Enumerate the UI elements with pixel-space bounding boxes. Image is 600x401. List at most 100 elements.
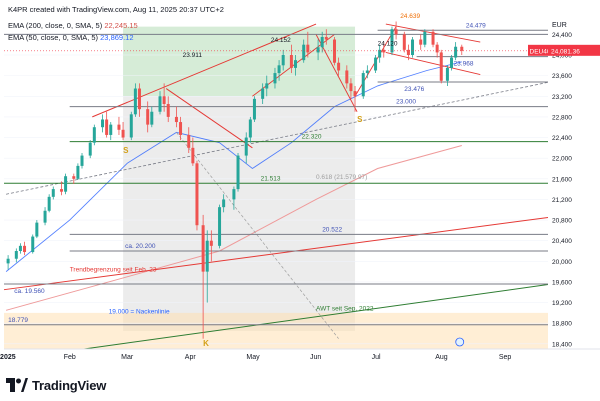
candle-body bbox=[261, 88, 265, 99]
price-axis-tick: 19,200 bbox=[552, 300, 572, 307]
trend-line-red-upper bbox=[92, 23, 317, 118]
candle-body bbox=[382, 49, 386, 53]
candle-body bbox=[248, 119, 252, 138]
price-axis-tick: 24,400 bbox=[552, 32, 572, 39]
tradingview-brand[interactable]: TradingView bbox=[6, 377, 106, 393]
ema50-legend-label: EMA (50, close, 0, SMA, 5) bbox=[8, 33, 99, 42]
candle-body bbox=[222, 199, 226, 208]
price-axis-tick: 21,200 bbox=[552, 197, 572, 204]
candle-body bbox=[390, 29, 394, 53]
candle-body bbox=[205, 240, 209, 272]
time-axis-tick: Apr bbox=[185, 354, 197, 361]
time-axis-tick: Jun bbox=[310, 354, 321, 361]
price-axis-tick: 20,400 bbox=[552, 238, 572, 245]
price-axis-tick: 18,400 bbox=[552, 341, 572, 348]
candle-body bbox=[18, 245, 22, 251]
level-label: 21.513 bbox=[261, 175, 281, 182]
price-axis-tick: 23,200 bbox=[552, 94, 572, 101]
candle-body bbox=[316, 47, 320, 53]
candle-body bbox=[121, 129, 125, 138]
ema50-legend-value: 23,869.12 bbox=[100, 33, 134, 42]
candle-body bbox=[294, 60, 298, 68]
candle-body bbox=[345, 70, 349, 84]
trend-line-red-bottom bbox=[385, 51, 481, 76]
time-axis-tick: Feb bbox=[64, 354, 76, 361]
candle-body bbox=[92, 127, 96, 143]
price-axis-bg bbox=[548, 0, 600, 349]
candle-body bbox=[236, 155, 240, 190]
level-label: 20.522 bbox=[322, 226, 342, 233]
time-axis-tick: Aug bbox=[435, 354, 448, 361]
price-axis-tick: 22,000 bbox=[552, 156, 572, 163]
candle-body bbox=[365, 70, 369, 74]
level-label: 23.476 bbox=[404, 86, 424, 93]
candle-body bbox=[31, 236, 35, 253]
price-axis-tick: 23,600 bbox=[552, 73, 572, 80]
ema200-legend-label: EMA (200, close, 0, SMA, 5) bbox=[8, 21, 103, 30]
annotation-label: 24.639 bbox=[400, 13, 420, 20]
candle-body bbox=[6, 258, 10, 264]
candle-body bbox=[195, 163, 199, 226]
trend-line-green-awt bbox=[83, 284, 549, 350]
candle-body bbox=[411, 39, 415, 55]
candle-body bbox=[191, 147, 195, 164]
candle-body bbox=[302, 44, 306, 61]
time-axis-tick: 2025 bbox=[0, 354, 16, 361]
candle-body bbox=[353, 91, 357, 97]
price-axis-tick: 22,800 bbox=[552, 114, 572, 121]
candle-body bbox=[76, 165, 80, 179]
ema50-legend[interactable]: EMA (50, close, 0, SMA, 5) 23,869.12 bbox=[8, 33, 134, 42]
candle-body bbox=[187, 134, 191, 148]
candle-body bbox=[51, 189, 55, 197]
candle-body bbox=[117, 124, 121, 130]
candle-body bbox=[133, 88, 137, 115]
candle-body bbox=[244, 137, 248, 156]
candle-body bbox=[277, 65, 281, 74]
candle-body bbox=[72, 176, 76, 179]
candle-body bbox=[179, 122, 183, 135]
candle-body bbox=[320, 36, 324, 48]
ema200-legend[interactable]: EMA (200, close, 0, SMA, 5) 22,245.15 bbox=[8, 21, 138, 30]
candle-body bbox=[88, 142, 92, 156]
candle-body bbox=[232, 189, 236, 200]
candle-body bbox=[273, 73, 277, 84]
candle-body bbox=[47, 196, 51, 211]
annotation-label: 0.618 (21.579.97) bbox=[316, 174, 367, 181]
level-label: 23.000 bbox=[396, 99, 416, 106]
candle-body bbox=[419, 39, 423, 45]
annotation-label: 19.000 = Nackenlinie bbox=[109, 308, 170, 315]
tradingview-logo-icon bbox=[6, 378, 28, 392]
level-label: 23.968 bbox=[454, 61, 474, 68]
candle-body bbox=[166, 104, 170, 117]
candle-body bbox=[435, 44, 439, 53]
candle-body bbox=[333, 39, 337, 63]
candle-body bbox=[64, 176, 68, 192]
candle-body bbox=[439, 52, 443, 81]
price-axis-tick: 19,600 bbox=[552, 279, 572, 286]
created-by-line: K4PR created with TradingView.com, Aug 1… bbox=[8, 5, 224, 14]
candle-body bbox=[43, 210, 47, 223]
candle-body bbox=[394, 29, 398, 35]
price-axis-currency: EUR bbox=[552, 22, 567, 29]
candle-body bbox=[150, 111, 154, 125]
candle-body bbox=[146, 109, 150, 125]
candle-body bbox=[460, 46, 464, 51]
candle-body bbox=[59, 189, 63, 192]
candle-body bbox=[431, 31, 435, 45]
candle-body bbox=[209, 240, 213, 246]
annotation-label: 24.120 bbox=[378, 41, 398, 48]
candle-body bbox=[402, 34, 406, 50]
candle-body bbox=[105, 119, 109, 135]
last-price-tag-bg bbox=[548, 44, 600, 56]
candle-body bbox=[137, 88, 141, 110]
price-axis-tick: 20,000 bbox=[552, 259, 572, 266]
candle-body bbox=[218, 207, 222, 246]
candle-body bbox=[201, 225, 205, 272]
candle-body bbox=[361, 73, 365, 97]
candle-body bbox=[281, 55, 285, 66]
candle-body bbox=[406, 49, 410, 55]
candle-body bbox=[80, 155, 84, 166]
dotted-fib-line bbox=[176, 132, 339, 339]
